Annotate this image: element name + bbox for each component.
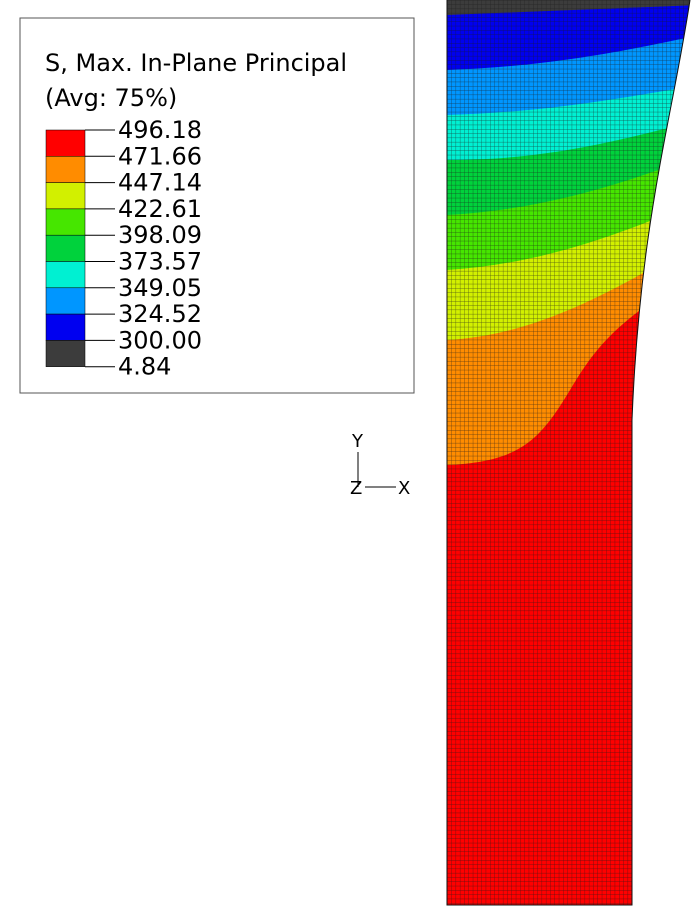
legend-swatch bbox=[45, 340, 86, 367]
legend-swatch bbox=[45, 182, 86, 210]
axis-triad: Y Z X bbox=[350, 431, 410, 499]
legend-level: 447.14 bbox=[118, 169, 202, 197]
legend-level: 496.18 bbox=[118, 116, 202, 144]
legend-level: 324.52 bbox=[118, 300, 202, 328]
legend-level: 471.66 bbox=[118, 142, 202, 170]
legend: S, Max. In-Plane Principal (Avg: 75%) 49… bbox=[19, 17, 415, 394]
specimen bbox=[447, 0, 690, 905]
mesh bbox=[447, 0, 690, 905]
legend-swatch bbox=[45, 261, 86, 289]
legend-swatch bbox=[45, 287, 86, 315]
legend-swatch bbox=[45, 234, 86, 262]
legend-frame bbox=[19, 17, 415, 394]
triad-z: Z bbox=[350, 478, 362, 499]
legend-swatch bbox=[45, 313, 86, 341]
legend-title: S, Max. In-Plane Principal bbox=[45, 49, 347, 77]
part-outline bbox=[446, 0, 691, 906]
legend-subtitle: (Avg: 75%) bbox=[45, 84, 177, 112]
legend-swatch bbox=[45, 129, 86, 157]
triad-y: Y bbox=[351, 431, 364, 452]
legend-swatch bbox=[45, 208, 86, 236]
legend-level: 4.84 bbox=[118, 353, 171, 381]
legend-level: 373.57 bbox=[118, 248, 202, 276]
legend-level: 398.09 bbox=[118, 221, 202, 249]
legend-swatch bbox=[45, 156, 86, 183]
legend-level: 349.05 bbox=[118, 274, 202, 302]
legend-level: 422.61 bbox=[118, 195, 202, 223]
triad-x: X bbox=[398, 478, 410, 499]
legend-level: 300.00 bbox=[118, 326, 202, 354]
